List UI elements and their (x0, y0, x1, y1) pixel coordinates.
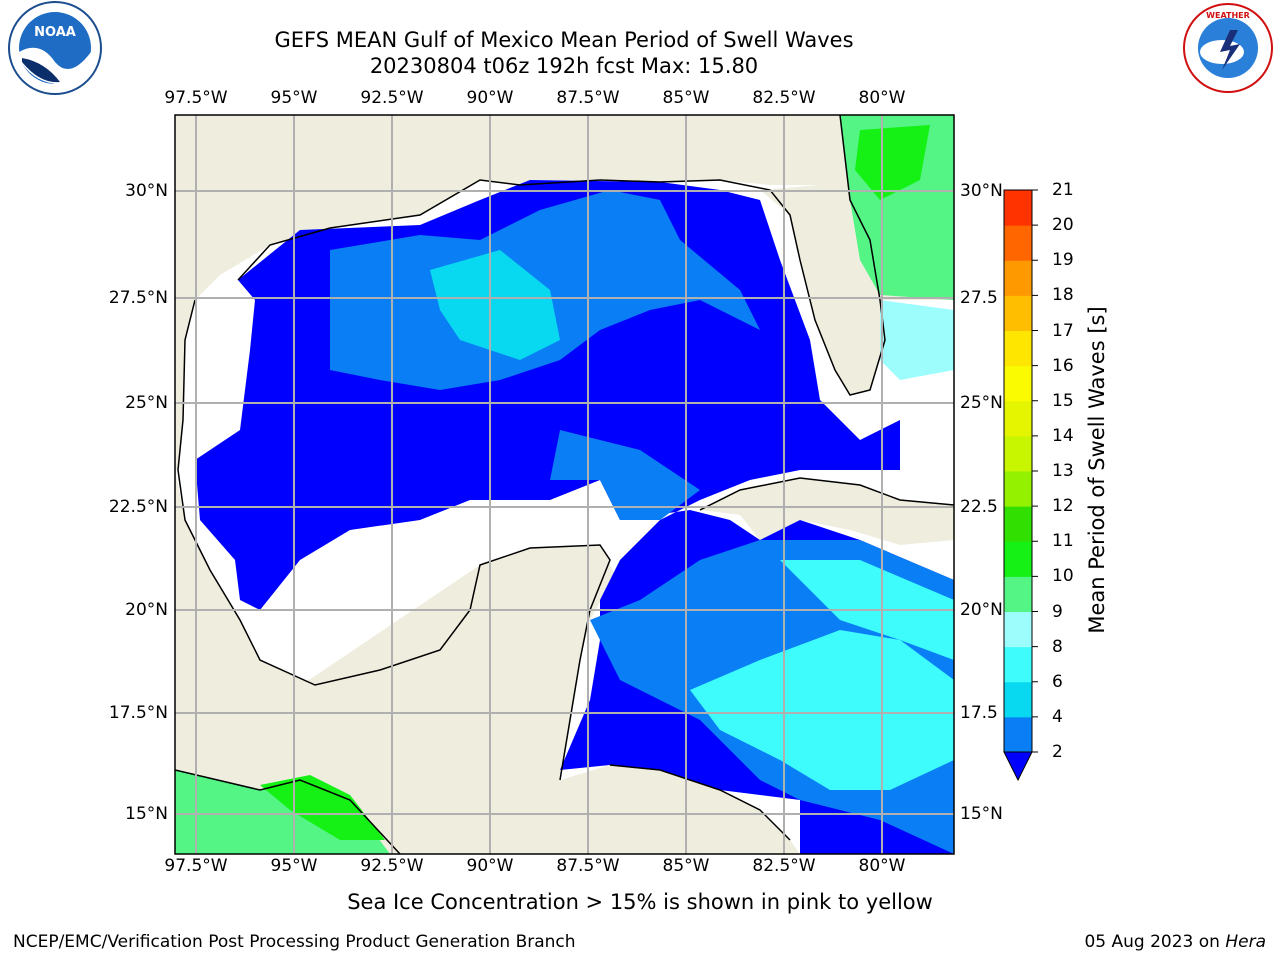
lon_labels-5: 85°W (662, 856, 710, 876)
colorbar-segment-5 (1004, 541, 1032, 577)
lat_labels_right-0: 30°N (960, 181, 1003, 201)
lon_labels-0: 97.5°W (164, 856, 228, 876)
lat_labels_right-3: 22.5 (960, 497, 998, 517)
land-florida (760, 115, 885, 395)
lat_labels_right-5: 17.5 (960, 703, 998, 723)
colorbar-segment-13 (1004, 260, 1032, 296)
nws-logo: WEATHER (1183, 3, 1273, 93)
lat_labels_left-2: 25°N (125, 393, 168, 413)
colorbar-level-7: 12 (1052, 496, 1074, 517)
lat_labels_right-4: 20°N (960, 600, 1003, 620)
svg-text:NOAA: NOAA (34, 25, 76, 40)
colorbar-segment-10 (1004, 365, 1032, 402)
colorbar-level-11: 16 (1052, 355, 1074, 376)
lon_labels-3: 90°W (466, 856, 514, 876)
lat_labels_right-6: 15°N (960, 804, 1003, 824)
footer-date-text: 05 Aug 2023 on (1084, 932, 1226, 952)
lon_labels-2: 92.5°W (360, 88, 424, 108)
land-cuba (700, 478, 954, 545)
colorbar-level-14: 19 (1052, 250, 1074, 271)
colorbar-level-9: 14 (1052, 425, 1074, 446)
lat_labels_left-4: 20°N (125, 600, 168, 620)
colorbar-segment-9 (1004, 400, 1032, 437)
lon_labels-5: 85°W (662, 88, 710, 108)
footer-credit: NCEP/EMC/Verification Post Processing Pr… (13, 932, 576, 952)
colorbar-level-5: 10 (1052, 566, 1074, 587)
colorbar-level-10: 15 (1052, 390, 1074, 411)
lon_labels-1: 95°W (270, 88, 318, 108)
lon_labels-6: 82.5°W (752, 856, 816, 876)
field-cyan-central (430, 250, 560, 360)
colorbar-segment-7 (1004, 471, 1032, 507)
lon_labels-1: 95°W (270, 856, 318, 876)
lon_labels-4: 87.5°W (556, 856, 620, 876)
lat_labels_right-2: 25°N (960, 393, 1003, 413)
lat_labels_left-6: 15°N (125, 804, 168, 824)
land-us (175, 115, 954, 470)
colorbar-level-15: 20 (1052, 215, 1074, 236)
colorbar-under-triangle (1003, 751, 1033, 782)
colorbar-level-3: 8 (1052, 636, 1063, 657)
lon_labels-0: 97.5°W (164, 88, 228, 108)
colorbar-segment-8 (1004, 435, 1032, 472)
colorbar-level-8: 13 (1052, 461, 1074, 481)
map-panel (175, 115, 954, 854)
lat_labels_left-1: 27.5°N (108, 288, 168, 308)
colorbar-level-16: 21 (1052, 180, 1074, 200)
map-frame (174, 114, 955, 855)
noaa-logo: NOAA (8, 1, 102, 95)
lat_labels_left-5: 17.5°N (108, 703, 168, 723)
lon_labels-3: 90°W (466, 88, 514, 108)
colorbar-level-1: 4 (1052, 706, 1063, 727)
colorbar (1003, 189, 1038, 782)
field-green-pacific-2 (260, 775, 385, 840)
lat_labels_right-1: 27.5 (960, 288, 998, 308)
colorbar-segment-11 (1004, 330, 1032, 367)
colorbar-segment-0 (1004, 716, 1032, 753)
lat_labels_left-3: 22.5°N (108, 497, 168, 517)
colorbar-level-2: 6 (1052, 671, 1063, 692)
svg-text:WEATHER: WEATHER (1206, 11, 1250, 20)
colorbar-segment-14 (1004, 225, 1032, 261)
colorbar-segment-2 (1004, 646, 1032, 683)
colorbar-segment-12 (1004, 295, 1032, 331)
lon_labels-7: 80°W (858, 88, 906, 108)
chart-subtitle: 20230804 t06z 192h fcst Max: 15.80 (369, 54, 759, 78)
colorbar-segment-1 (1004, 681, 1032, 718)
colorbar-level-4: 9 (1052, 601, 1063, 622)
colorbar-segment-3 (1004, 611, 1032, 648)
field-green-2 (855, 125, 930, 200)
lon_labels-6: 82.5°W (752, 88, 816, 108)
sea-ice-note: Sea Ice Concentration > 15% is shown in … (347, 890, 933, 914)
colorbar-title: Mean Period of Swell Waves [s] (1085, 306, 1109, 634)
coastline (175, 115, 954, 854)
colorbar-segment-6 (1004, 506, 1032, 542)
colorbar-level-13: 18 (1052, 285, 1074, 306)
colorbar-segment-15 (1004, 190, 1032, 226)
lon_labels-2: 92.5°W (360, 856, 424, 876)
lon_labels-7: 80°W (858, 856, 906, 876)
footer-date: 05 Aug 2023 on Hera (1084, 932, 1266, 952)
footer-machine: Hera (1225, 932, 1266, 952)
colorbar-segment-4 (1004, 576, 1032, 612)
field-pale-cyan (880, 300, 954, 380)
colorbar-level-6: 11 (1052, 531, 1074, 552)
lon_labels-4: 87.5°W (556, 88, 620, 108)
colorbar-level-0: 2 (1052, 742, 1063, 762)
chart-title: GEFS MEAN Gulf of Mexico Mean Period of … (274, 28, 854, 52)
grid (175, 115, 954, 854)
lat_labels_left-0: 30°N (125, 181, 168, 201)
field-cyan-caribbean (690, 630, 954, 790)
colorbar-level-12: 17 (1052, 320, 1074, 341)
